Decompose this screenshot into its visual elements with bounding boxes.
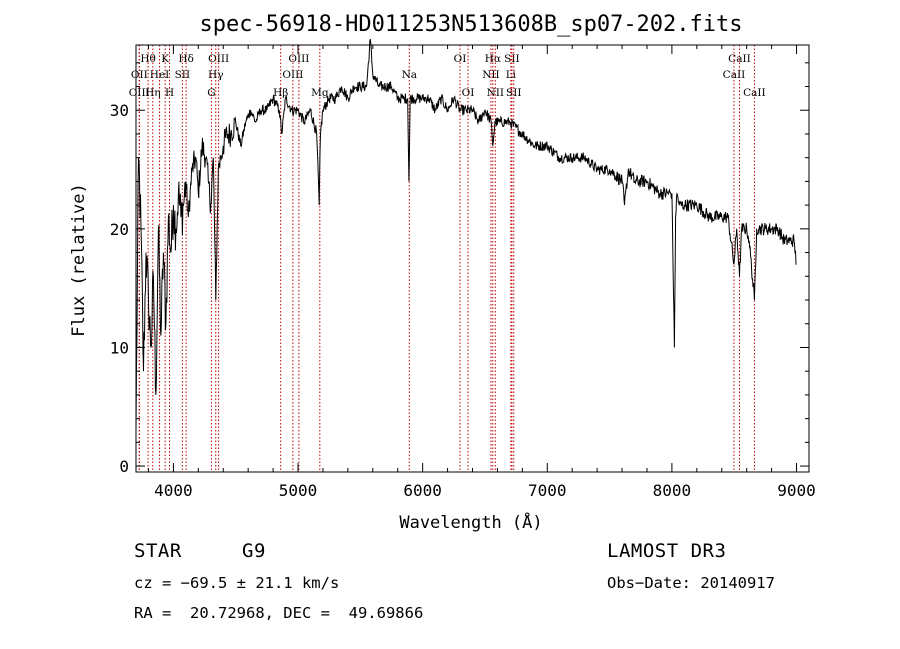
y-axis-label: Flux (relative) (69, 183, 89, 337)
x-tick-label: 9000 (777, 481, 816, 500)
object-subclass: G9 (242, 540, 266, 562)
line-marker-label: Hδ (178, 53, 193, 65)
line-marker-label: H (165, 87, 174, 99)
redshift-velocity: cz = −69.5 ± 21.1 km/s (134, 574, 340, 592)
plot-frame (135, 44, 810, 473)
coordinates: RA = 20.72968, DEC = 49.69866 (134, 604, 424, 622)
line-marker-label: Mg (311, 87, 329, 99)
line-marker-label: HeI (150, 69, 170, 81)
line-marker-label: Hγ (208, 69, 223, 81)
axis-ticks: 4000 5000 6000 7000 8000 9000 0 10 20 30 (110, 45, 816, 500)
chart-title: spec-56918-HD011253N513608B_sp07-202.fit… (199, 12, 742, 37)
observation-date: Obs−Date: 20140917 (607, 574, 775, 592)
line-marker-label: CaII (728, 53, 751, 65)
line-marker-label: Hβ (273, 87, 288, 99)
line-marker-label: CaII (723, 69, 746, 81)
line-marker-label: OI (462, 87, 475, 99)
line-marker-label: OIII (288, 53, 309, 65)
survey-name: LAMOST DR3 (607, 540, 727, 562)
line-marker-label: CaII (743, 87, 766, 99)
y-tick-label: 10 (110, 338, 129, 357)
y-tick-label: 30 (110, 101, 129, 120)
x-tick-label: 5000 (279, 481, 318, 500)
y-tick-label: 0 (119, 457, 129, 476)
line-marker-label: SII (506, 87, 522, 99)
line-marker-label: OIII (208, 53, 229, 65)
x-tick-label: 6000 (403, 481, 442, 500)
line-marker-label: SII (175, 69, 191, 81)
line-marker-label: NII (487, 87, 504, 99)
line-marker-label: OI (454, 53, 467, 65)
line-marker-label: OII (131, 69, 148, 81)
line-marker-label: Hθ (140, 53, 155, 65)
line-marker-label: OIII (282, 69, 303, 81)
line-marker-label: Hη (145, 87, 160, 99)
line-marker-label: Na (402, 69, 417, 81)
x-tick-label: 7000 (528, 481, 567, 500)
object-class: STAR (134, 540, 182, 562)
spectrum-line (135, 38, 797, 431)
x-tick-label: 4000 (154, 481, 193, 500)
line-marker-label: Hα (485, 53, 501, 65)
line-marker-label: NII (482, 69, 499, 81)
line-marker-label: K (161, 53, 169, 65)
line-marker-label: OIII (129, 87, 150, 99)
line-marker-label: SII (504, 53, 520, 65)
x-tick-label: 8000 (653, 481, 692, 500)
x-axis-label: Wavelength (Å) (399, 511, 542, 533)
line-marker-label: G (207, 87, 215, 99)
y-tick-label: 20 (110, 220, 129, 239)
line-marker-label: Li (506, 69, 517, 81)
